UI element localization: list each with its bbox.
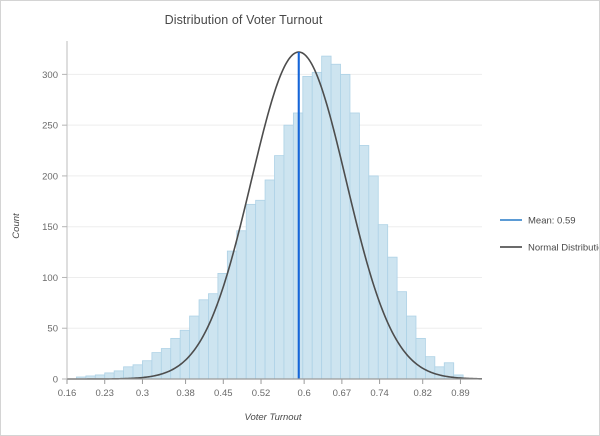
x-tick-label: 0.67 <box>333 388 352 399</box>
legend-label-mean-line: Mean: 0.59 <box>528 215 576 226</box>
y-tick-label: 50 <box>47 324 58 335</box>
histogram-bar <box>349 112 360 380</box>
chart-title: Distribution of Voter Turnout <box>164 13 323 27</box>
x-axis-ticks: 0.16 0.23 0.3 0.38 0.45 0.52 0.6 0.67 0.74 0.82 0.… <box>58 379 470 399</box>
x-tick-label: 0.82 <box>413 388 432 399</box>
histogram-bar <box>245 203 257 380</box>
histogram-bar <box>302 76 313 380</box>
x-tick-label: 0.52 <box>252 388 271 399</box>
x-tick-label: 0.45 <box>214 388 233 399</box>
y-tick-label: 250 <box>42 121 58 132</box>
histogram-bar <box>123 366 134 380</box>
histogram-bar <box>340 73 351 380</box>
histogram-bar <box>387 256 398 380</box>
x-tick-label: 0.23 <box>95 388 114 399</box>
histogram-bar <box>434 366 445 380</box>
histogram-bar <box>274 155 285 380</box>
y-tick-label: 0 <box>53 374 58 385</box>
chart-legend: Mean: 0.59 Normal Distribution <box>500 215 600 253</box>
y-tick-label: 150 <box>42 222 58 233</box>
x-tick-label: 0.38 <box>176 388 195 399</box>
y-axis-label: Count <box>11 213 22 239</box>
histogram-bar <box>415 337 426 380</box>
histogram-bar <box>425 356 436 380</box>
x-tick-label: 0.3 <box>136 388 149 399</box>
x-tick-label: 0.16 <box>58 388 77 399</box>
histogram-bars <box>76 55 464 380</box>
histogram-bar <box>283 124 294 380</box>
histogram-bar <box>170 337 181 380</box>
axis-lines <box>66 41 482 380</box>
histogram-bar <box>330 63 341 380</box>
x-tick-label: 0.89 <box>451 388 470 399</box>
x-tick-label: 0.6 <box>298 388 311 399</box>
normal-distribution-curve <box>67 51 483 380</box>
histogram-bar <box>264 179 275 380</box>
histogram-bar <box>189 315 200 380</box>
histogram-bar <box>311 71 323 380</box>
histogram-bar <box>406 315 417 380</box>
histogram-bar <box>132 364 143 380</box>
y-axis-ticks: 0 50 100 150 200 250 300 <box>42 70 67 385</box>
histogram-bar <box>396 291 407 380</box>
x-axis-label: Voter Turnout <box>244 412 301 423</box>
histogram-bar <box>255 199 266 380</box>
histogram-bar <box>236 230 247 380</box>
x-tick-label: 0.74 <box>370 388 389 399</box>
y-tick-label: 100 <box>42 273 58 284</box>
histogram-bar <box>113 370 124 380</box>
y-tick-label: 300 <box>42 70 58 81</box>
legend-label-normal-curve: Normal Distribution <box>528 242 600 253</box>
histogram-bar <box>368 175 379 380</box>
y-tick-label: 200 <box>42 171 58 182</box>
histogram-bar <box>179 329 191 380</box>
